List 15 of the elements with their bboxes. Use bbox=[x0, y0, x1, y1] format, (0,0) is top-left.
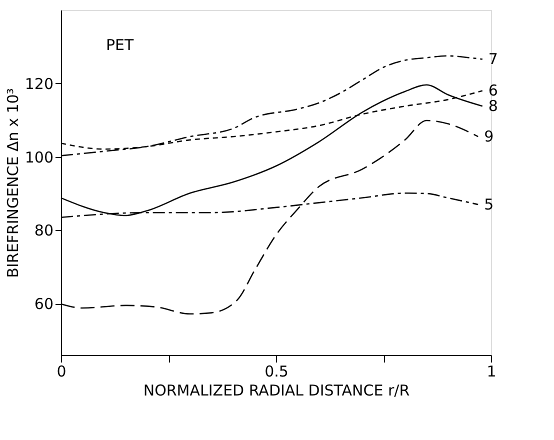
series-label: 6 bbox=[488, 82, 498, 100]
x-axis-title: NORMALIZED RADIAL DISTANCE r/R bbox=[143, 382, 410, 400]
series-label: 5 bbox=[484, 196, 494, 214]
annotation: PET bbox=[106, 36, 135, 54]
series-label: 7 bbox=[488, 50, 498, 68]
x-tick-label: 0.5 bbox=[264, 362, 288, 380]
y-tick-label: 60 bbox=[34, 295, 54, 314]
x-tick-label: 1 bbox=[486, 362, 496, 380]
series-label: 9 bbox=[484, 128, 494, 146]
series-label: 8 bbox=[488, 97, 498, 116]
y-tick-label: 80 bbox=[34, 222, 54, 240]
y-axis-title: BIREFRINGENCE Δn x 10³ bbox=[4, 88, 22, 278]
y-tick-label: 120 bbox=[24, 74, 54, 93]
x-tick-label: 0 bbox=[56, 362, 66, 380]
y-tick-label: 100 bbox=[24, 148, 54, 166]
